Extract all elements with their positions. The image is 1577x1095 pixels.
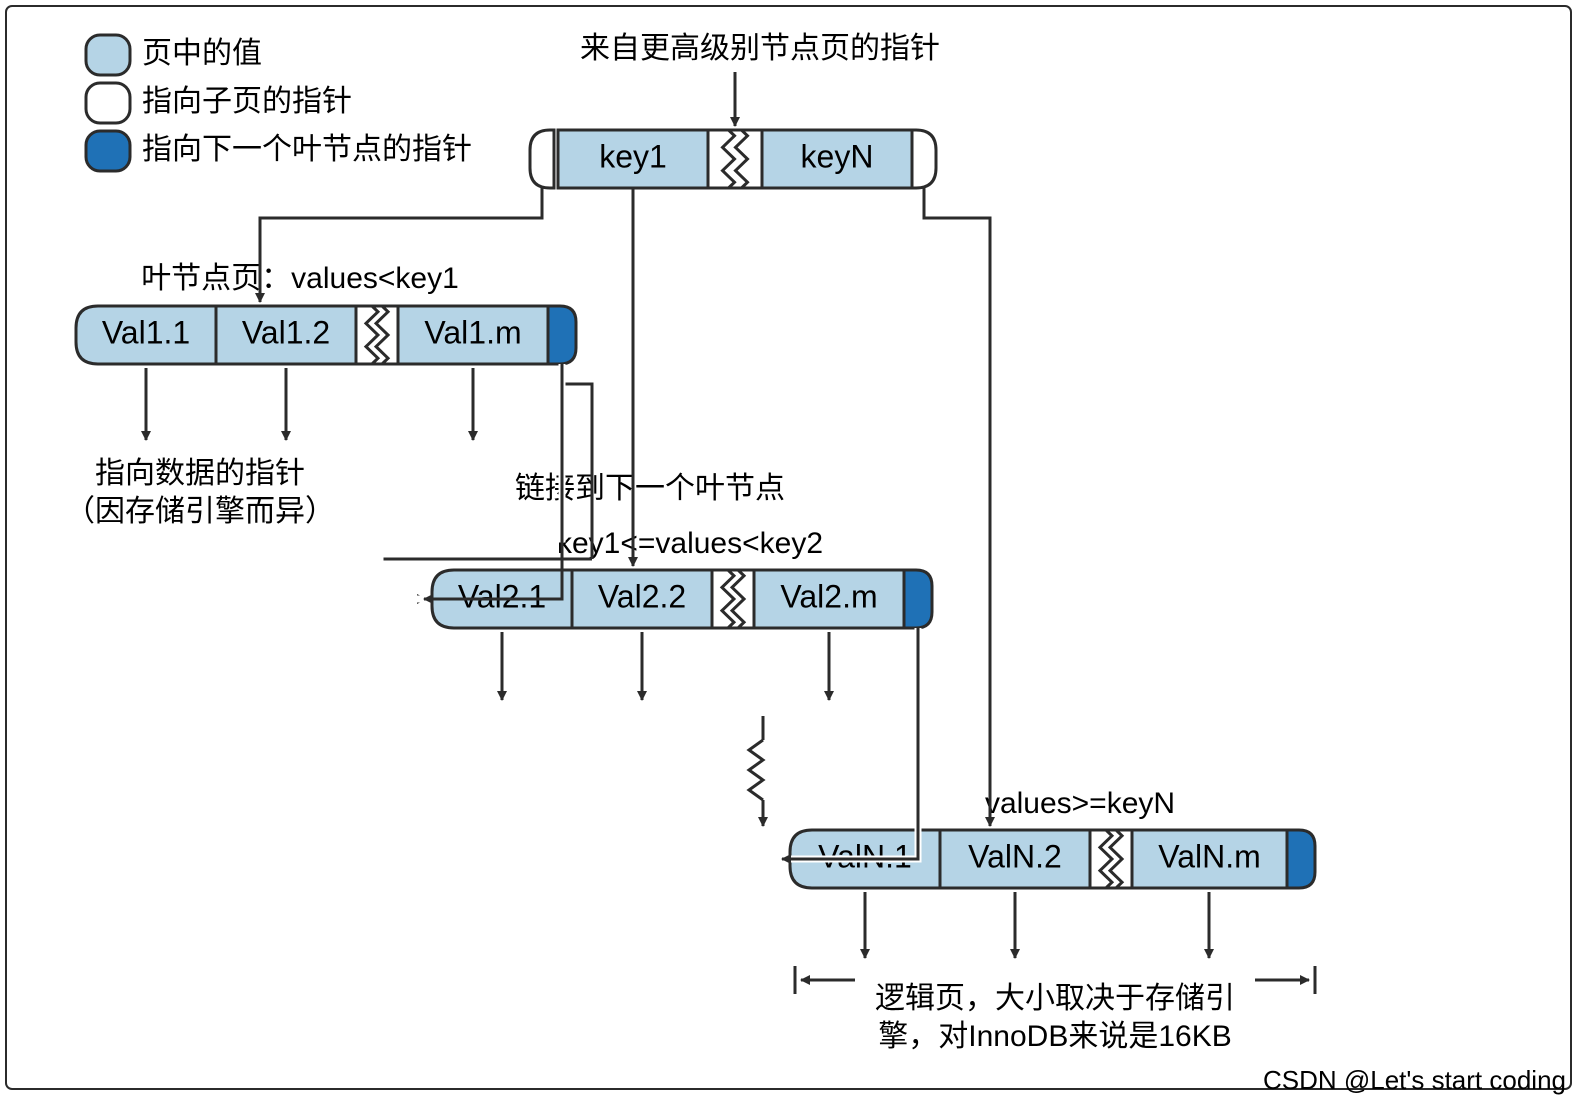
svg-text:叶节点页：values<key1: 叶节点页：values<key1	[141, 262, 459, 295]
svg-text:Val2.2: Val2.2	[598, 578, 686, 614]
svg-text:指向下一个叶节点的指针: 指向下一个叶节点的指针	[142, 133, 472, 166]
legend-swatch	[86, 35, 130, 75]
svg-text:keyN: keyN	[801, 138, 874, 174]
legend-swatch	[86, 83, 130, 123]
svg-text:页中的值: 页中的值	[142, 37, 262, 70]
svg-text:Val1.1: Val1.1	[102, 314, 190, 350]
svg-text:Val2.1: Val2.1	[458, 578, 546, 614]
svg-text:指向子页的指针: 指向子页的指针	[142, 85, 352, 118]
gap-cell	[356, 306, 398, 364]
svg-text:逻辑页，大小取决于存储引: 逻辑页，大小取决于存储引	[875, 982, 1235, 1015]
svg-text:key1<=values<key2: key1<=values<key2	[557, 527, 823, 560]
svg-text:ValN.m: ValN.m	[1158, 838, 1261, 874]
gap-cell	[712, 570, 754, 628]
svg-text:（因存储引擎而异）: （因存储引擎而异）	[65, 495, 335, 528]
svg-text:Val2.m: Val2.m	[780, 578, 877, 614]
legend-swatch	[86, 131, 130, 171]
svg-text:ValN.2: ValN.2	[968, 838, 1062, 874]
svg-text:Val1.2: Val1.2	[242, 314, 330, 350]
gap-cell	[1090, 830, 1132, 888]
svg-text:values>=keyN: values>=keyN	[985, 787, 1175, 820]
svg-text:链接到下一个叶节点: 链接到下一个叶节点	[515, 472, 785, 505]
svg-text:指向数据的指针: 指向数据的指针	[95, 457, 305, 490]
svg-text:Val1.m: Val1.m	[424, 314, 521, 350]
gap-cell	[708, 130, 762, 188]
svg-text:来自更高级别节点页的指针: 来自更高级别节点页的指针	[580, 32, 940, 65]
svg-text:擎，对InnoDB来说是16KB: 擎，对InnoDB来说是16KB	[878, 1020, 1231, 1053]
btree-diagram: 页中的值指向子页的指针指向下一个叶节点的指针 来自更高级别节点页的指针 key1 ke…	[0, 0, 1577, 1095]
svg-text:CSDN @Let's start coding: CSDN @Let's start coding	[1263, 1065, 1566, 1095]
svg-text:key1: key1	[599, 138, 667, 174]
